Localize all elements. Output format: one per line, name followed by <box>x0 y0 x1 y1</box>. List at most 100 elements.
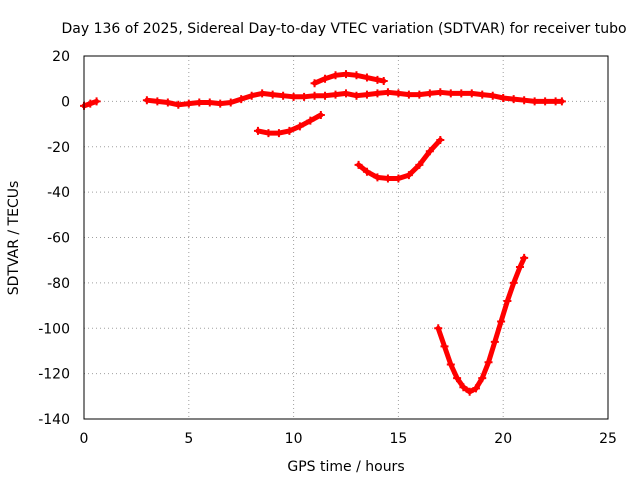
data-point <box>499 93 508 102</box>
data-point <box>520 253 529 262</box>
data-point <box>488 91 497 100</box>
data-point <box>446 89 455 98</box>
data-point <box>404 171 413 180</box>
data-point <box>383 174 392 183</box>
data-point <box>237 95 246 104</box>
data-point <box>285 126 294 135</box>
data-point <box>478 90 487 99</box>
data-point <box>163 98 172 107</box>
data-point <box>331 90 340 99</box>
data-point <box>205 98 214 107</box>
data-point <box>478 374 487 383</box>
data-point <box>342 89 350 98</box>
data-point <box>509 278 518 287</box>
data-point <box>258 89 267 98</box>
grid <box>84 56 608 419</box>
data-point <box>279 91 288 100</box>
data-point <box>316 110 325 119</box>
data-point <box>373 173 382 182</box>
data-point <box>515 262 524 271</box>
data-point <box>446 360 455 369</box>
data-point <box>300 92 309 101</box>
data-point <box>195 98 204 107</box>
data-point <box>465 387 474 396</box>
data-point <box>352 71 361 80</box>
data-point <box>404 90 413 99</box>
y-tick-label: -40 <box>47 185 70 201</box>
x-tick-label: 25 <box>599 431 617 447</box>
y-tick-label: -20 <box>47 140 70 156</box>
y-tick-label: -80 <box>47 276 70 292</box>
series-arc-6 <box>435 255 527 395</box>
y-tick-label: -120 <box>38 367 70 383</box>
data-point <box>415 160 424 169</box>
plot-frame <box>83 55 609 420</box>
data-point <box>415 90 424 99</box>
data-point <box>153 97 162 106</box>
data-point <box>306 116 315 125</box>
data-point <box>425 89 434 98</box>
axis-ticks: 0 5 10 15 20 25 20 0 -20 -40 -60 -80 -100 -120 -140 <box>38 49 617 447</box>
data-point <box>425 147 434 156</box>
data-point <box>247 91 256 100</box>
data-point <box>471 384 480 393</box>
y-axis-label: SDTVAR / TECUs <box>6 181 22 296</box>
data-point <box>352 91 361 100</box>
data-point <box>436 88 445 97</box>
data-point <box>331 71 340 80</box>
data-point <box>373 75 382 84</box>
data-point <box>342 70 350 79</box>
data-point <box>383 88 392 97</box>
series-layer <box>80 70 566 396</box>
data-point <box>457 89 466 98</box>
y-tick-label: -100 <box>38 321 70 337</box>
x-tick-label: 5 <box>184 431 193 447</box>
x-tick-label: 20 <box>494 431 512 447</box>
data-point <box>484 358 493 367</box>
data-point <box>373 89 382 98</box>
series-arc-5 <box>356 137 443 181</box>
data-point <box>184 99 193 108</box>
data-point <box>86 99 95 108</box>
data-point <box>289 92 298 101</box>
data-point <box>310 79 319 88</box>
data-point <box>264 129 273 138</box>
data-point <box>434 324 443 333</box>
data-point <box>497 317 506 326</box>
y-tick-label: -60 <box>47 231 70 247</box>
y-tick-label: 0 <box>61 94 70 110</box>
chart-title: Day 136 of 2025, Sidereal Day-to-day VTE… <box>61 21 626 37</box>
data-point <box>509 95 518 104</box>
x-tick-label: 0 <box>80 431 89 447</box>
data-point <box>541 97 550 106</box>
data-point <box>379 76 388 85</box>
data-point <box>453 374 462 383</box>
data-point <box>174 100 183 109</box>
data-point <box>268 90 277 99</box>
data-point <box>92 97 101 106</box>
data-point <box>436 135 445 144</box>
data-point <box>490 337 499 346</box>
data-point <box>321 91 330 100</box>
data-point <box>142 96 151 105</box>
data-point <box>467 89 476 98</box>
data-point <box>274 129 283 138</box>
data-point <box>362 90 371 99</box>
data-point <box>216 99 225 108</box>
data-point <box>362 167 371 176</box>
data-point <box>354 160 363 169</box>
data-point <box>310 91 319 100</box>
data-point <box>394 174 403 183</box>
x-tick-label: 10 <box>285 431 303 447</box>
data-point <box>459 383 468 392</box>
data-point <box>295 122 304 131</box>
x-axis-label: GPS time / hours <box>287 459 404 475</box>
data-point <box>362 73 371 82</box>
data-point <box>503 297 512 306</box>
data-point <box>253 126 262 135</box>
data-point <box>557 97 566 106</box>
y-tick-label: -140 <box>38 412 70 428</box>
data-point <box>394 89 403 98</box>
x-tick-label: 15 <box>389 431 407 447</box>
